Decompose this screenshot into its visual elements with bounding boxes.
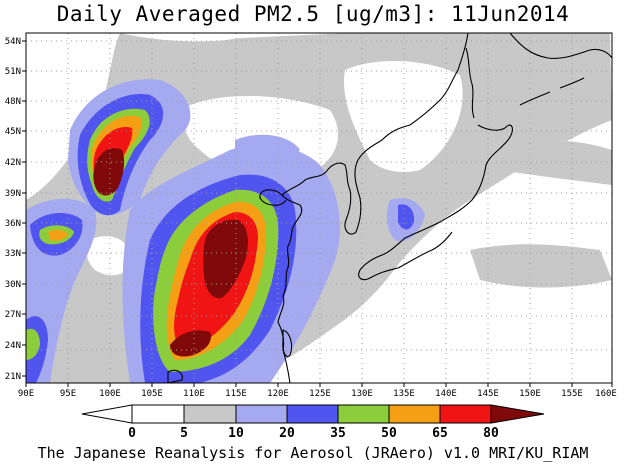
lon-label: 100E (99, 389, 121, 399)
lon-label: 160E (595, 389, 617, 399)
tick-marks (22, 40, 613, 387)
map-frame (25, 32, 613, 384)
lon-label: 155E (561, 389, 583, 399)
lon-label: 145E (477, 389, 499, 399)
coastline-taiwan (282, 329, 293, 358)
colorbar-swatch (286, 404, 339, 424)
lon-label: 90E (18, 389, 34, 399)
lat-label: 54N (5, 37, 21, 47)
lat-label: 51N (5, 67, 21, 77)
colorbar-swatch (183, 404, 237, 424)
coastline-okhotsk (509, 33, 612, 59)
clean-air-areas (86, 60, 612, 383)
colorbar-swatch (337, 404, 390, 424)
credit-line: The Japanese Reanalysis for Aerosol (JRA… (37, 444, 589, 462)
colorbar-swatch (235, 404, 288, 424)
lon-label: 130E (351, 389, 373, 399)
coastline-kuril (519, 77, 585, 106)
coastlines (167, 33, 612, 383)
colorbar-swatch (439, 404, 492, 424)
coastline-russia (409, 33, 469, 126)
lon-label: 140E (435, 389, 457, 399)
lat-label: 45N (5, 127, 21, 137)
lat-label: 42N (5, 158, 21, 168)
lon-label: 95E (60, 389, 76, 399)
lat-label: 48N (5, 97, 21, 107)
longitude-labels: 90E 95E 100E 105E 110E 115E 120E 125E 13… (18, 389, 617, 399)
coastline-china-korea (277, 124, 411, 383)
lon-label: 125E (309, 389, 331, 399)
coastline-hainan (167, 369, 183, 383)
colorbar-label: 20 (279, 426, 295, 441)
lat-label: 24N (5, 341, 21, 351)
lat-label: 30N (5, 280, 21, 290)
colorbar-label: 5 (180, 426, 188, 441)
colorbar-label: 0 (128, 426, 136, 441)
latitude-labels: 21N 24N 27N 30N 33N 36N 39N 42N 45N 48N … (5, 37, 21, 382)
colorbar (81, 404, 545, 424)
lat-lon-grid (26, 33, 612, 383)
lon-label: 120E (267, 389, 289, 399)
coastline-sakhalin (465, 47, 475, 119)
colorbar-swatch (131, 404, 185, 424)
lon-label: 150E (519, 389, 541, 399)
contour-level-80 (93, 148, 248, 357)
colorbar-label: 50 (381, 426, 397, 441)
lat-label: 21N (5, 372, 21, 382)
lat-label: 33N (5, 249, 21, 259)
map-title: Daily Averaged PM2.5 [ug/m3]: 11Jun2014 (56, 2, 570, 26)
colorbar-label: 65 (432, 426, 448, 441)
concentration-field (26, 33, 612, 383)
coastline-japan (358, 124, 513, 281)
colorbar-arrow-high (490, 404, 545, 424)
lon-label: 105E (141, 389, 163, 399)
colorbar-arrow-low (81, 404, 133, 424)
colorbar-label: 10 (228, 426, 244, 441)
colorbar-label: 80 (483, 426, 499, 441)
lon-label: 110E (183, 389, 205, 399)
lat-label: 27N (5, 310, 21, 320)
lat-label: 39N (5, 189, 21, 199)
colorbar-swatch (388, 404, 441, 424)
lon-label: 135E (393, 389, 415, 399)
lon-label: 115E (225, 389, 247, 399)
colorbar-label: 35 (330, 426, 346, 441)
colorbar-labels: 0 5 10 20 35 50 65 80 (128, 426, 499, 441)
lat-label: 36N (5, 219, 21, 229)
coastline-bohai (259, 189, 287, 206)
